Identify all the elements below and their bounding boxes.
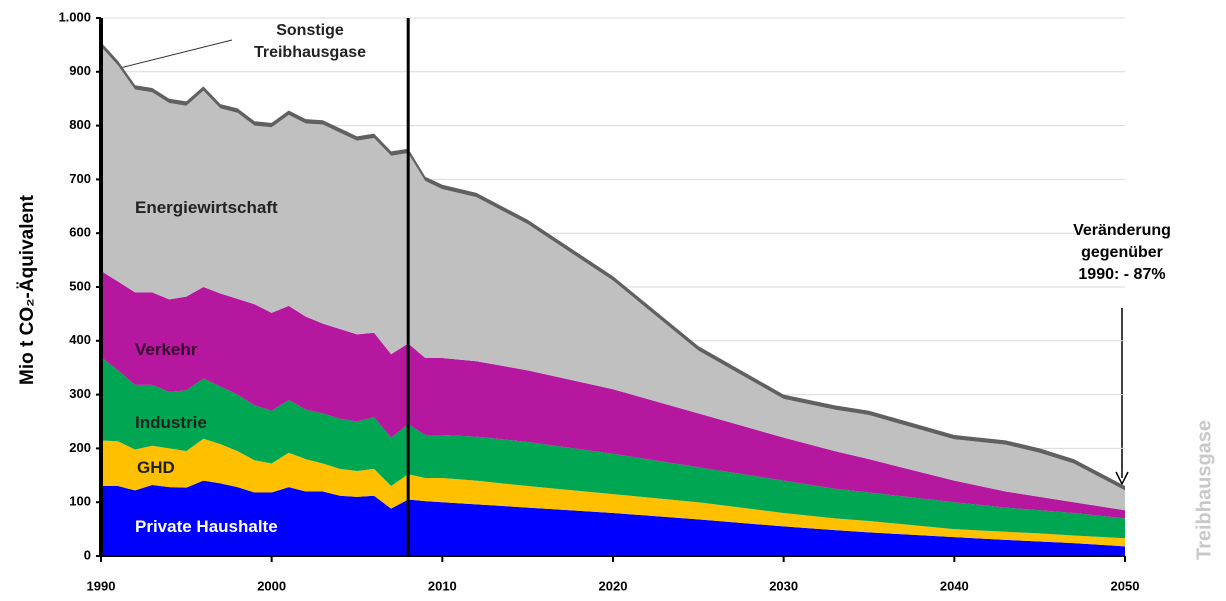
y-tick-label: 900 xyxy=(69,63,91,78)
series-label: Energiewirtschaft xyxy=(135,198,278,217)
area xyxy=(101,270,1125,519)
annotation-line: gegenüber xyxy=(1081,244,1163,261)
y-tick-label: 1.000 xyxy=(58,9,91,24)
area xyxy=(101,438,1125,547)
y-axis-label: Mio t CO₂-Äquivalent xyxy=(17,194,38,385)
y-tick-label: 500 xyxy=(69,278,91,293)
area xyxy=(101,46,1125,511)
area xyxy=(101,42,1125,491)
y-tick-label: 300 xyxy=(69,386,91,401)
series-label: GHD xyxy=(137,458,175,477)
y-tick-label: 200 xyxy=(69,440,91,455)
leader-line xyxy=(119,39,233,69)
arrow-head xyxy=(1115,471,1129,486)
y-tick-label: 100 xyxy=(69,494,91,509)
x-tick-label: 1990 xyxy=(87,578,116,593)
x-tick-label: 2020 xyxy=(599,578,628,593)
x-tick-label: 2030 xyxy=(769,578,798,593)
series-label: Private Haushalte xyxy=(135,517,278,536)
series-label: Sonstige Treibhausgase xyxy=(253,22,367,61)
y-tick-label: 800 xyxy=(69,117,91,132)
annotation-line: Veränderung xyxy=(1073,222,1171,239)
y-tick-label: 0 xyxy=(84,547,91,562)
x-tick-label: 2040 xyxy=(940,578,969,593)
x-tick-label: 2010 xyxy=(428,578,457,593)
series-label: Industrie xyxy=(135,413,207,432)
area xyxy=(101,356,1125,539)
right-label: Treibhausgase xyxy=(1193,420,1215,560)
x-tick-label: 2000 xyxy=(257,578,286,593)
y-tick-label: 600 xyxy=(69,225,91,240)
y-tick-label: 400 xyxy=(69,332,91,347)
annotation: Veränderung gegenüber 1990: - 87% xyxy=(1042,220,1202,286)
area xyxy=(101,480,1125,556)
annotation-line: 1990: - 87% xyxy=(1078,266,1166,283)
series-label: Verkehr xyxy=(135,340,198,359)
x-tick-label: 2050 xyxy=(1111,578,1140,593)
y-tick-label: 700 xyxy=(69,171,91,186)
